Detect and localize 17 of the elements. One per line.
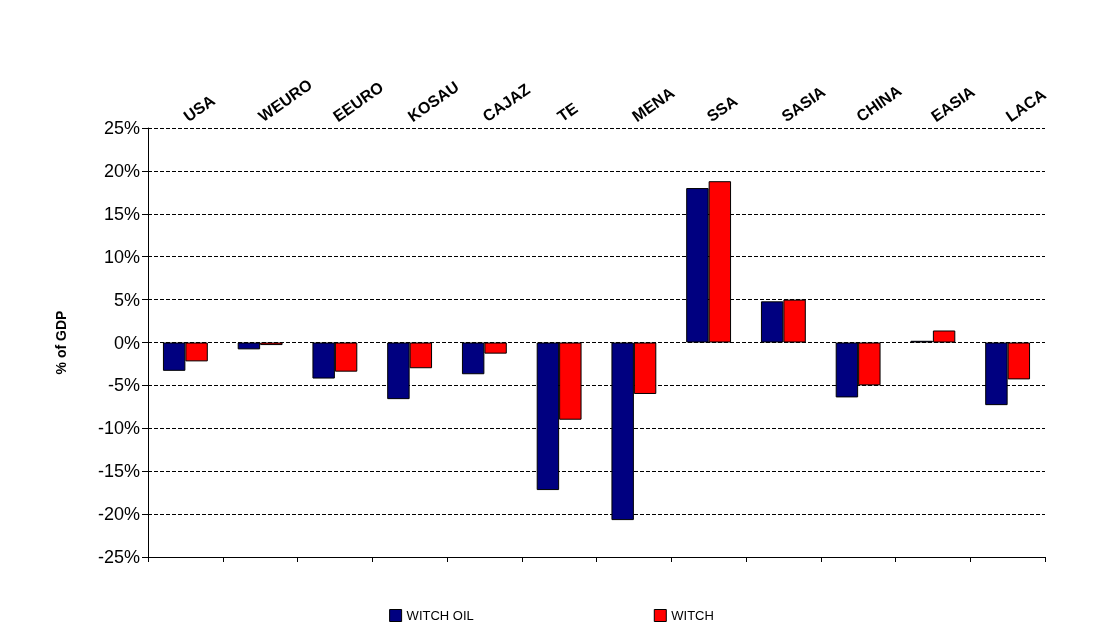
y-axis-title: % of GDP: [53, 310, 69, 375]
y-tick-label: 10%: [103, 246, 140, 267]
y-tick-label: 0%: [113, 332, 140, 353]
legend-label: WITCH: [671, 608, 714, 623]
y-tick-label: -15%: [97, 461, 140, 482]
y-tick-label: -5%: [107, 375, 140, 396]
y-tick-label: 15%: [103, 203, 140, 224]
x-tick-label: USA: [180, 91, 219, 125]
y-tick-label: 20%: [103, 160, 140, 181]
y-tick-label: 5%: [113, 289, 140, 310]
legend-label: WITCH OIL: [406, 608, 474, 623]
y-tick-label: -20%: [97, 504, 140, 525]
x-tick-label: TE: [554, 99, 582, 125]
x-tick-label: SSA: [703, 91, 741, 125]
y-tick-label: -25%: [97, 547, 140, 567]
y-tick-label: -10%: [97, 418, 140, 439]
y-tick-label: 25%: [103, 118, 140, 138]
